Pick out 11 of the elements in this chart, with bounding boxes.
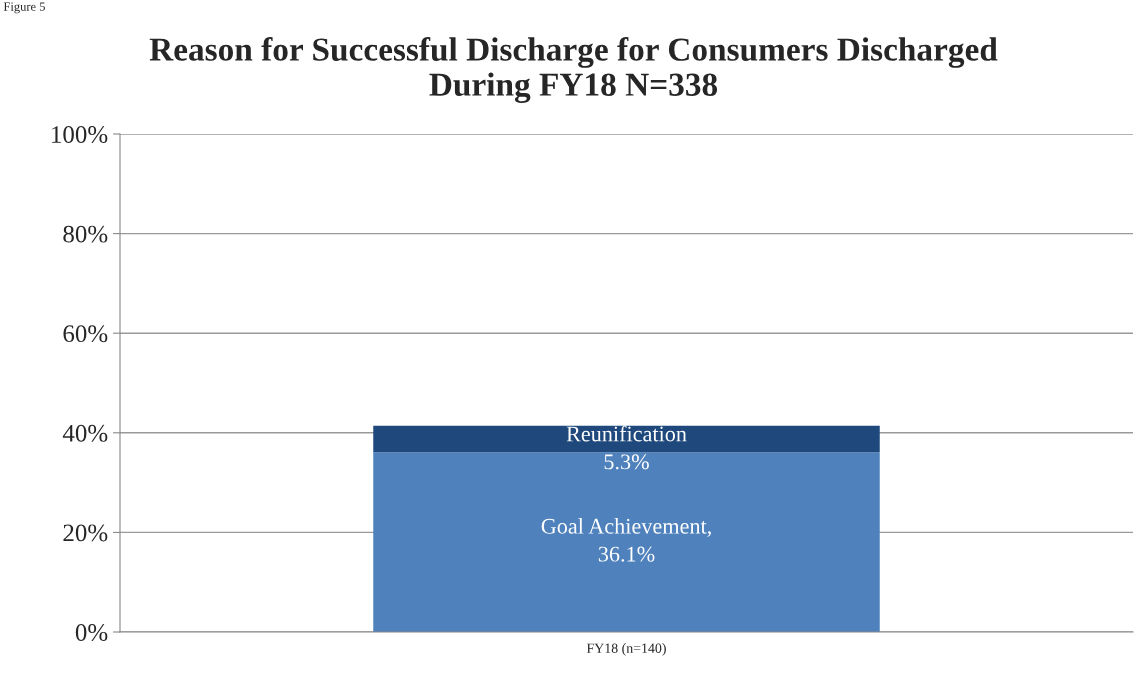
data-label: Goal Achievement, 36.1% bbox=[541, 518, 711, 562]
y-tick-label: 80% bbox=[63, 225, 108, 243]
caption: Figure 5 bbox=[3, 2, 45, 14]
x-tick-label: FY18 (n=140) bbox=[586, 643, 666, 656]
chart-title: Reason for Successful Discharge for Consumers Discharged During FY18 N=338 bbox=[149, 37, 998, 103]
y-tick-label: 60% bbox=[63, 325, 108, 343]
y-tick-label: 20% bbox=[63, 524, 108, 542]
y-tick-label: 40% bbox=[62, 424, 108, 442]
y-tick-label: 100% bbox=[52, 126, 108, 143]
y-tick-label: 0% bbox=[75, 624, 108, 641]
data-label: Reunification 5.3% bbox=[566, 425, 687, 470]
